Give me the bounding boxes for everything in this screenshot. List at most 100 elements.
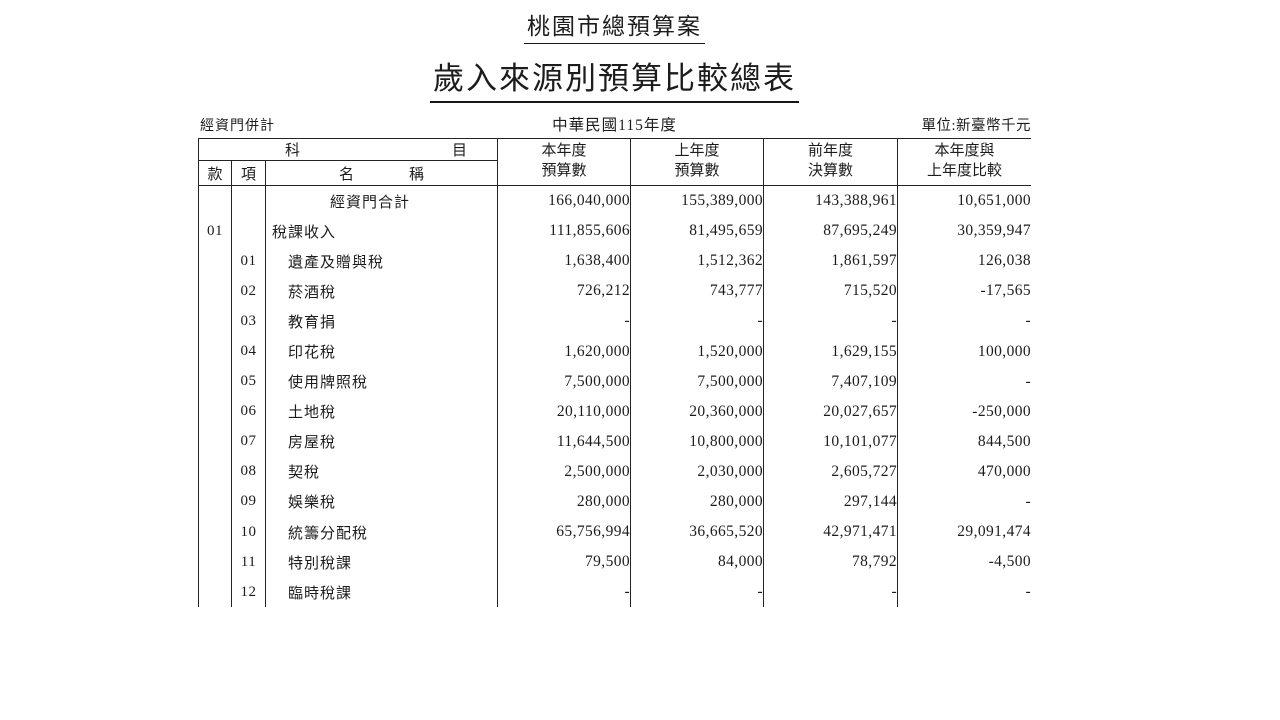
cell-before-final: 715,520 [763,276,899,307]
cell-compare: 100,000 [897,336,1031,367]
page-title-row: 歲入來源別預算比較總表 [198,53,1031,103]
cell-before-final: 87,695,249 [763,216,899,247]
cell-previous-budget: 81,495,659 [630,216,765,247]
header-current-budget: 本年度 預算數 [497,138,632,186]
cell-previous-budget: 20,360,000 [630,396,765,427]
cell-before-final: 1,629,155 [763,336,899,367]
cell-compare: 30,359,947 [897,216,1031,247]
cell-previous-budget: 10,800,000 [630,426,765,457]
cell-before-final: 78,792 [763,547,899,578]
cell-kuan [198,396,232,427]
table-row: 09 娛樂稅 280,000 280,000 297,144 - [198,486,1031,518]
cell-name: 稅課收入 [264,216,499,247]
cell-name: 特別稅課 [264,547,499,578]
cell-kuan [198,486,232,518]
cell-current-budget: 166,040,000 [497,185,632,217]
budget-table-container: 科 目 本年度 預算數 上年度 預算數 前 [198,138,1031,608]
cell-kuan [198,276,232,307]
cell-kuan [198,577,232,608]
cell-current-budget: 79,500 [497,547,632,578]
cell-before-final: 297,144 [763,486,899,518]
cell-before-final: 7,407,109 [763,366,899,397]
cell-current-budget: 726,212 [497,276,632,307]
cell-previous-budget: 84,000 [630,547,765,578]
cell-kuan [198,366,232,397]
page-title: 歲入來源別預算比較總表 [430,53,799,103]
cell-before-final: 20,027,657 [763,396,899,427]
cell-previous-budget: - [630,577,765,608]
budget-table: 科 目 本年度 預算數 上年度 預算數 前 [198,138,1032,608]
cell-name: 印花稅 [264,336,499,367]
document-title: 桃園市總預算案 [524,7,705,44]
header-previous-budget: 上年度 預算數 [630,138,765,186]
cell-current-budget: 1,620,000 [497,336,632,367]
table-row: 04 印花稅 1,620,000 1,520,000 1,629,155 100… [198,336,1031,367]
cell-current-budget: 280,000 [497,486,632,518]
table-body: 經資門合計 166,040,000 155,389,000 143,388,96… [198,185,1031,608]
cell-compare: 29,091,474 [897,517,1031,548]
unit-note-label: 單位:新臺幣千元 [921,118,1031,134]
cell-current-budget: 2,500,000 [497,456,632,487]
table-row: 08 契稅 2,500,000 2,030,000 2,605,727 470,… [198,456,1031,487]
header-name: 名 稱 [264,160,499,186]
cell-xiang: 01 [231,246,266,277]
header-before-line2: 決算數 [808,163,854,179]
cell-previous-budget: - [630,306,765,337]
cell-compare: -17,565 [897,276,1031,307]
cell-previous-budget: 155,389,000 [630,185,765,217]
cell-current-budget: 111,855,606 [497,216,632,247]
cell-name: 經資門合計 [264,185,499,217]
cell-name: 臨時稅課 [264,577,499,608]
cell-name: 統籌分配稅 [264,517,499,548]
header-compare: 本年度與 上年度比較 [897,138,1031,186]
cell-xiang: 08 [231,456,266,487]
cell-compare: - [897,577,1031,608]
cell-compare: -250,000 [897,396,1031,427]
header-previous-line1: 上年度 [674,143,720,160]
cell-name: 教育捐 [264,306,499,337]
cell-name: 遺產及贈與稅 [264,246,499,277]
fiscal-year-label: 中華民國115年度 [552,117,677,134]
cell-current-budget: 65,756,994 [497,517,632,548]
header-xiang: 項 [231,160,266,186]
cell-name: 土地稅 [264,396,499,427]
cell-before-final: - [763,577,899,608]
header-current-line2: 預算數 [541,163,587,179]
cell-xiang: 11 [231,547,266,578]
cell-current-budget: 20,110,000 [497,396,632,427]
document-content: 桃園市總預算案 歲入來源別預算比較總表 經資門併計 中華民國115年度 單位:新… [198,0,1031,608]
table-row: 07 房屋稅 11,644,500 10,800,000 10,101,077 … [198,426,1031,457]
cell-current-budget: 7,500,000 [497,366,632,397]
header-row-columns: 款 項 名 稱 [198,160,1032,186]
cell-xiang: 10 [231,517,266,548]
cell-before-final: 42,971,471 [763,517,899,548]
cell-kuan [198,517,232,548]
header-compare-line1: 本年度與 [934,143,995,160]
cell-kuan [198,547,232,578]
cell-compare: 844,500 [897,426,1031,457]
cell-name: 契稅 [264,456,499,487]
cell-current-budget: 11,644,500 [497,426,632,457]
table-row: 02 菸酒稅 726,212 743,777 715,520 -17,565 [198,276,1031,307]
cell-previous-budget: 2,030,000 [630,456,765,487]
table-row: 12 臨時稅課 - - - - [198,577,1031,608]
cell-compare: - [897,366,1031,397]
cell-compare: 470,000 [897,456,1031,487]
table-row: 10 統籌分配稅 65,756,994 36,665,520 42,971,47… [198,517,1031,548]
header-subject-right: 目 [452,143,468,159]
cell-name: 娛樂稅 [264,486,499,518]
cell-xiang: 07 [231,426,266,457]
table-row: 05 使用牌照稅 7,500,000 7,500,000 7,407,109 - [198,366,1031,397]
header-name-left: 名 [339,166,355,183]
cell-kuan [198,246,232,277]
cell-name: 菸酒稅 [264,276,499,307]
cell-name: 房屋稅 [264,426,499,457]
header-kuan: 款 [198,160,232,186]
dept-scope-label: 經資門併計 [200,119,275,134]
cell-xiang [231,216,266,247]
cell-xiang: 12 [231,577,266,608]
table-row: 01 遺產及贈與稅 1,638,400 1,512,362 1,861,597 … [198,246,1031,277]
cell-current-budget: - [497,306,632,337]
meta-row: 經資門併計 中華民國115年度 單位:新臺幣千元 [198,111,1031,135]
